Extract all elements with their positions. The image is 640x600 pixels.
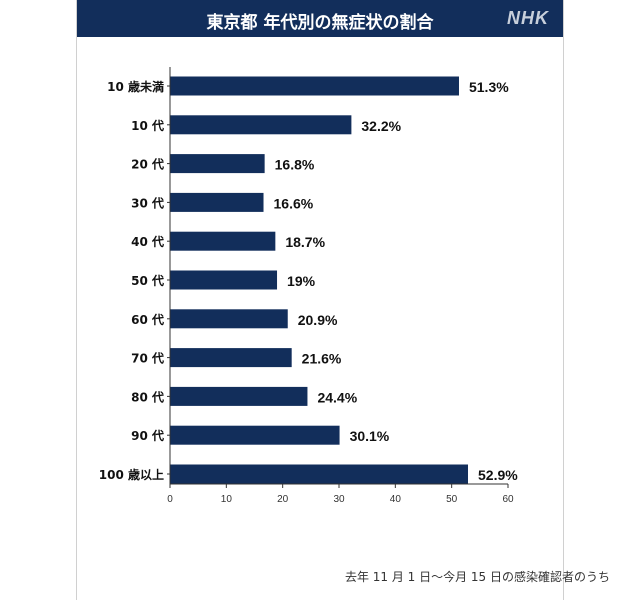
bar [170,270,278,290]
value-label: 24.4% [317,389,357,405]
category-label: 90 代 [131,428,164,443]
category-label: 100 歳以上 [99,467,164,482]
x-tick-label: 0 [167,494,173,505]
x-tick-label: 50 [446,494,458,505]
category-label: 10 代 [131,118,164,133]
value-label: 52.9% [478,467,518,483]
category-label: 60 代 [131,312,164,327]
category-label: 40 代 [131,234,164,249]
value-label: 21.6% [302,351,342,367]
chart-header: 東京都 年代別の無症状の割合 NHK [77,0,563,37]
bar [170,348,292,368]
bar [170,115,352,135]
x-axis: 0 10 20 30 40 50 60 [167,67,514,505]
chart-panel: 東京都 年代別の無症状の割合 NHK [76,0,564,600]
value-label: 19% [287,273,316,289]
category-label: 10 歳未満 [107,79,164,94]
value-label: 30.1% [350,428,390,444]
bar [170,231,276,251]
x-tick-label: 60 [502,494,514,505]
category-label: 50 代 [131,273,164,288]
x-tick-label: 30 [333,494,345,505]
bars-layer: 10 歳未満 51.3% 10 代 32.2% 20 代 16.8% 30 代 16.6% 40… [99,76,518,484]
bar [170,425,340,445]
value-label: 32.2% [361,118,401,134]
bar [170,386,308,406]
bar [170,192,264,212]
bar [170,154,265,174]
value-label: 18.7% [285,234,325,250]
value-label: 51.3% [469,79,509,95]
category-label: 80 代 [131,389,164,404]
value-label: 20.9% [298,312,338,328]
nhk-logo: NHK [507,8,549,28]
bar [170,309,288,329]
x-tick-label: 40 [390,494,402,505]
category-label: 30 代 [131,195,164,210]
chart-title: 東京都 年代別の無症状の割合 [206,13,434,33]
footnote: 去年 11 月 1 日〜今月 15 日の感染確認者のうち [344,570,610,584]
category-label: 70 代 [131,351,164,366]
x-tick-label: 10 [221,494,233,505]
category-label: 20 代 [131,157,164,172]
value-label: 16.8% [275,157,315,173]
x-tick-label: 20 [277,494,289,505]
value-label: 16.6% [274,195,314,211]
bar [170,76,459,96]
bar [170,464,469,484]
